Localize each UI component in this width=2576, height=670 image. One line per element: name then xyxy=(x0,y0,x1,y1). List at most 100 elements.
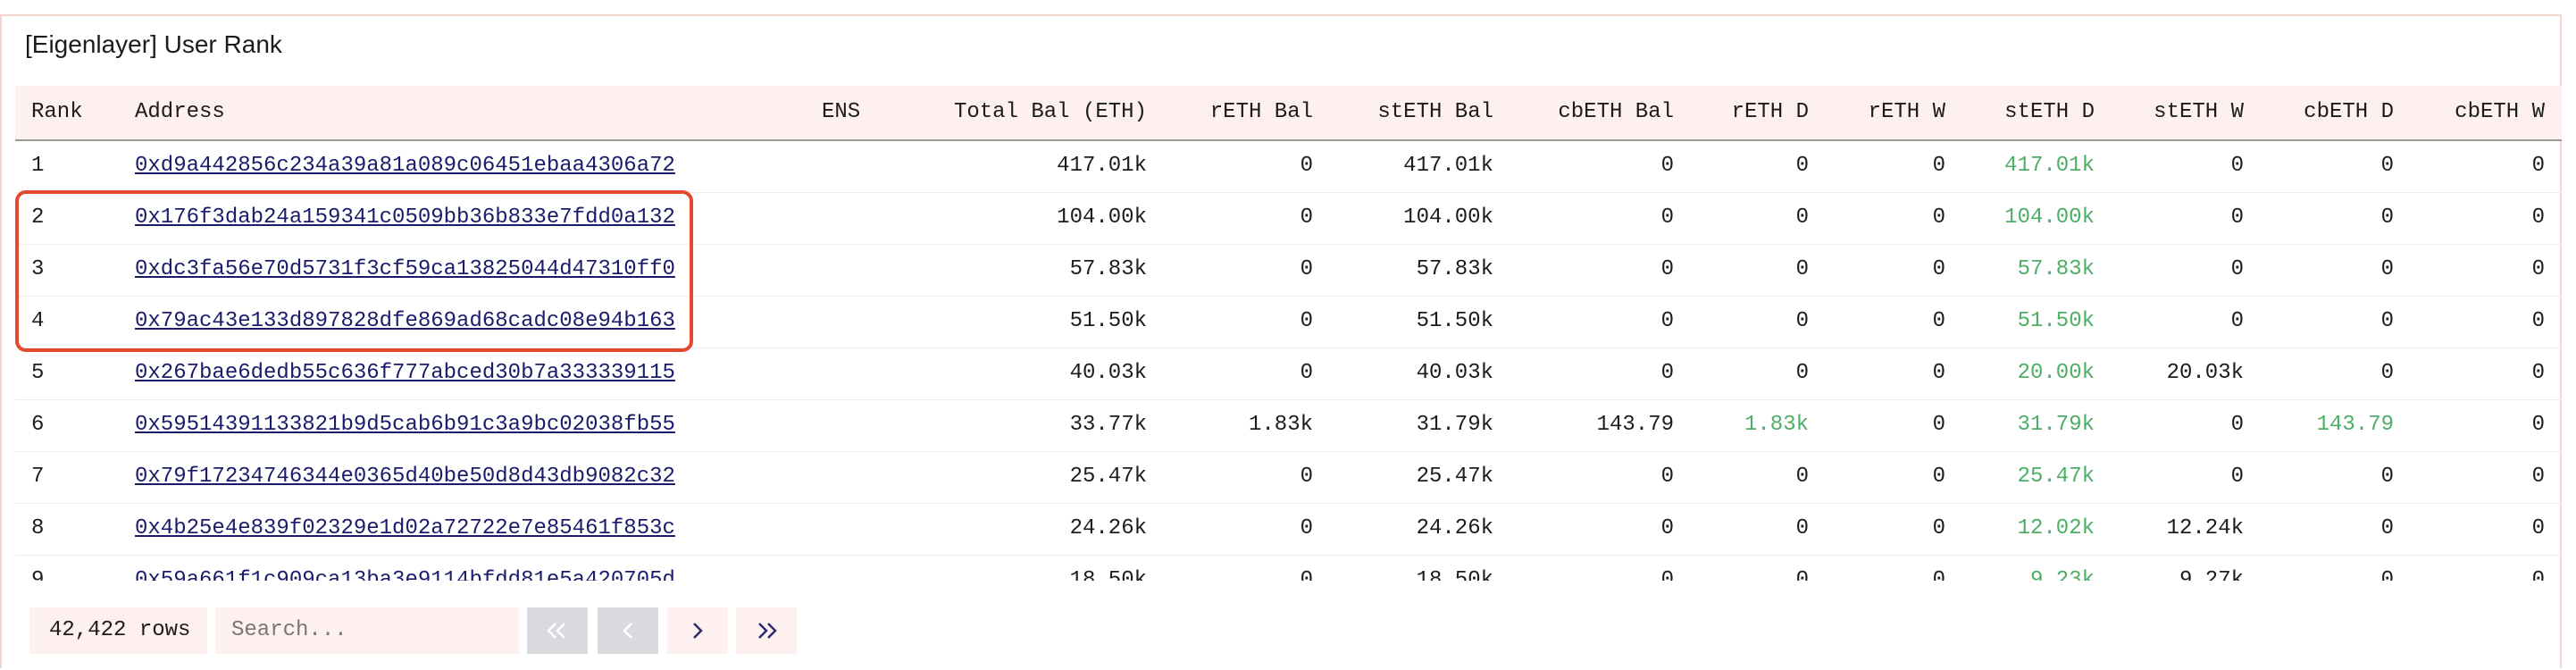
table-cell: 0 xyxy=(2380,309,2394,333)
table-cell: 0 xyxy=(2230,309,2244,333)
table-cell: 0 xyxy=(2380,465,2394,489)
row-separator xyxy=(15,244,2562,245)
table-cell: 0 xyxy=(1660,361,1674,385)
table-cell: 0 xyxy=(1932,413,1945,437)
table-cell: 0 xyxy=(1660,568,1674,581)
table-cell: 1.83k xyxy=(1248,413,1313,437)
column-header[interactable]: ENS xyxy=(822,100,861,124)
column-header[interactable]: cbETH W xyxy=(2455,100,2545,124)
table-cell: 57.83k xyxy=(1416,257,1493,281)
table-cell: 0 xyxy=(2531,568,2545,581)
table-cell: 51.50k xyxy=(1069,309,1147,333)
column-header[interactable]: Rank xyxy=(31,100,83,124)
next-page-button[interactable] xyxy=(667,607,728,654)
table-cell: 5 xyxy=(31,361,45,385)
column-header[interactable]: stETH Bal xyxy=(1377,100,1493,124)
table-cell: 0 xyxy=(2230,257,2244,281)
column-header[interactable]: stETH W xyxy=(2154,100,2244,124)
column-header[interactable]: rETH Bal xyxy=(1209,100,1313,124)
address-link[interactable]: 0xdc3fa56e70d5731f3cf59ca13825044d47310f… xyxy=(135,257,675,281)
table-cell: 24.26k xyxy=(1416,516,1493,540)
row-separator xyxy=(15,555,2562,556)
table-cell: 1.83k xyxy=(1744,413,1809,437)
table-cell: 0 xyxy=(2531,309,2545,333)
column-header[interactable]: rETH D xyxy=(1731,100,1809,124)
table-cell: 40.03k xyxy=(1416,361,1493,385)
table-cell: 40.03k xyxy=(1069,361,1147,385)
table-cell: 417.01k xyxy=(1403,154,1493,178)
column-header[interactable]: rETH W xyxy=(1868,100,1945,124)
table-cell: 0 xyxy=(2531,413,2545,437)
address-link[interactable]: 0xd9a442856c234a39a81a089c06451ebaa4306a… xyxy=(135,154,675,178)
table-cell: 0 xyxy=(1795,465,1809,489)
table-cell: 0 xyxy=(1932,205,1945,230)
address-link[interactable]: 0x59a661f1c909ca13ba3e9114bfdd81e5a42070… xyxy=(135,568,675,581)
column-header[interactable]: stETH D xyxy=(2004,100,2095,124)
table-cell: 1 xyxy=(31,154,45,178)
table-cell: 9.23k xyxy=(2029,568,2095,581)
table-cell: 0 xyxy=(1932,154,1945,178)
table-cell: 0 xyxy=(1795,205,1809,230)
table-cell: 51.50k xyxy=(1416,309,1493,333)
table-cell: 0 xyxy=(1795,257,1809,281)
table-cell: 0 xyxy=(2531,361,2545,385)
table-cell: 0 xyxy=(1300,568,1313,581)
column-header[interactable]: cbETH Bal xyxy=(1558,100,1674,124)
first-page-button[interactable] xyxy=(527,607,588,654)
table-cell: 0 xyxy=(1932,516,1945,540)
row-separator xyxy=(15,451,2562,452)
address-link[interactable]: 0x79f17234746344e0365d40be50d8d43db9082c… xyxy=(135,465,675,489)
table-cell: 25.47k xyxy=(1416,465,1493,489)
table-cell: 0 xyxy=(2230,465,2244,489)
table-cell: 0 xyxy=(1795,154,1809,178)
table-cell: 0 xyxy=(1932,257,1945,281)
table-cell: 0 xyxy=(1932,361,1945,385)
table-cell: 0 xyxy=(2531,257,2545,281)
table-cell: 12.02k xyxy=(2017,516,2095,540)
address-link[interactable]: 0x79ac43e133d897828dfe869ad68cadc08e94b1… xyxy=(135,309,675,333)
table-cell: 0 xyxy=(2380,361,2394,385)
table-cell: 57.83k xyxy=(2017,257,2095,281)
table-cell: 0 xyxy=(1660,154,1674,178)
table-cell: 104.00k xyxy=(1057,205,1147,230)
table-cell: 0 xyxy=(2230,154,2244,178)
table-cell: 417.01k xyxy=(2004,154,2095,178)
address-link[interactable]: 0x4b25e4e839f02329e1d02a72722e7e85461f85… xyxy=(135,516,675,540)
search-input[interactable]: Search... xyxy=(215,607,519,654)
table-cell: 0 xyxy=(1660,516,1674,540)
table-cell: 0 xyxy=(1795,309,1809,333)
last-page-button[interactable] xyxy=(736,607,797,654)
column-header[interactable]: cbETH D xyxy=(2304,100,2394,124)
row-count: 42,422 rows xyxy=(29,607,207,654)
table-cell: 25.47k xyxy=(1069,465,1147,489)
table-cell: 3 xyxy=(31,257,45,281)
table-cell: 0 xyxy=(2531,205,2545,230)
table-cell: 8 xyxy=(31,516,45,540)
address-link[interactable]: 0x176f3dab24a159341c0509bb36b833e7fdd0a1… xyxy=(135,205,675,230)
table-cell: 7 xyxy=(31,465,45,489)
table-cell: 143.79 xyxy=(1596,413,1674,437)
table-cell: 18.50k xyxy=(1069,568,1147,581)
table-cell: 6 xyxy=(31,413,45,437)
table-cell: 0 xyxy=(1300,205,1313,230)
table-cell: 24.26k xyxy=(1069,516,1147,540)
table-cell: 0 xyxy=(1795,361,1809,385)
table-cell: 0 xyxy=(2380,205,2394,230)
table-cell: 4 xyxy=(31,309,45,333)
table-cell: 143.79 xyxy=(2316,413,2394,437)
column-header[interactable]: Address xyxy=(135,100,225,124)
address-link[interactable]: 0x267bae6dedb55c636f777abced30b7a3333391… xyxy=(135,361,675,385)
prev-page-button[interactable] xyxy=(598,607,658,654)
table-cell: 20.03k xyxy=(2166,361,2244,385)
column-header[interactable]: Total Bal (ETH) xyxy=(953,100,1147,124)
table-cell: 0 xyxy=(1300,516,1313,540)
table-cell: 0 xyxy=(1300,309,1313,333)
address-link[interactable]: 0x59514391133821b9d5cab6b91c3a9bc02038fb… xyxy=(135,413,675,437)
panel-title: [Eigenlayer] User Rank xyxy=(25,30,282,58)
table-cell: 0 xyxy=(1660,465,1674,489)
table-cell: 0 xyxy=(1660,309,1674,333)
table-cell: 18.50k xyxy=(1416,568,1493,581)
table-cell: 0 xyxy=(2531,516,2545,540)
table-cell: 0 xyxy=(2380,568,2394,581)
